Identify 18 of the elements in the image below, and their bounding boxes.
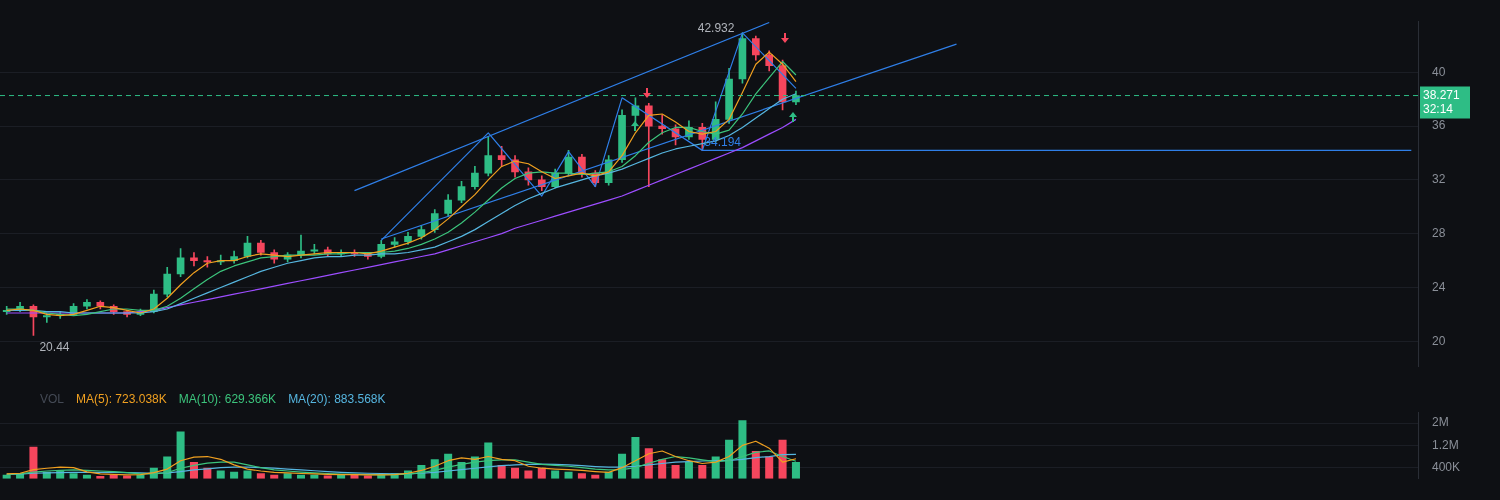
y-tick-label: 2M bbox=[1432, 415, 1449, 430]
text: MA(10): 629.366K bbox=[178, 392, 277, 406]
y-tick-label: 20 bbox=[1432, 333, 1446, 348]
y-tick-label: 400K bbox=[1432, 459, 1461, 474]
y-tick-label: 40 bbox=[1432, 64, 1446, 79]
text: 32:14 bbox=[1423, 101, 1454, 116]
ref-line-label: 38.271 bbox=[1423, 87, 1461, 102]
y-tick-label: 32 bbox=[1432, 172, 1446, 187]
annotation: 34.194 bbox=[704, 134, 742, 149]
y-tick-label: 28 bbox=[1432, 225, 1446, 240]
annotation: 42.932 bbox=[697, 21, 735, 36]
text: MA(5): 723.038K bbox=[76, 392, 167, 406]
chart-title: VOL bbox=[40, 392, 65, 406]
text: MA(20): 883.568K bbox=[288, 392, 386, 406]
y-tick-label: 1.2M bbox=[1432, 437, 1459, 452]
y-tick-label: 36 bbox=[1432, 118, 1446, 133]
y-tick-label: 24 bbox=[1432, 279, 1446, 294]
annotation: 20.44 bbox=[39, 339, 70, 354]
